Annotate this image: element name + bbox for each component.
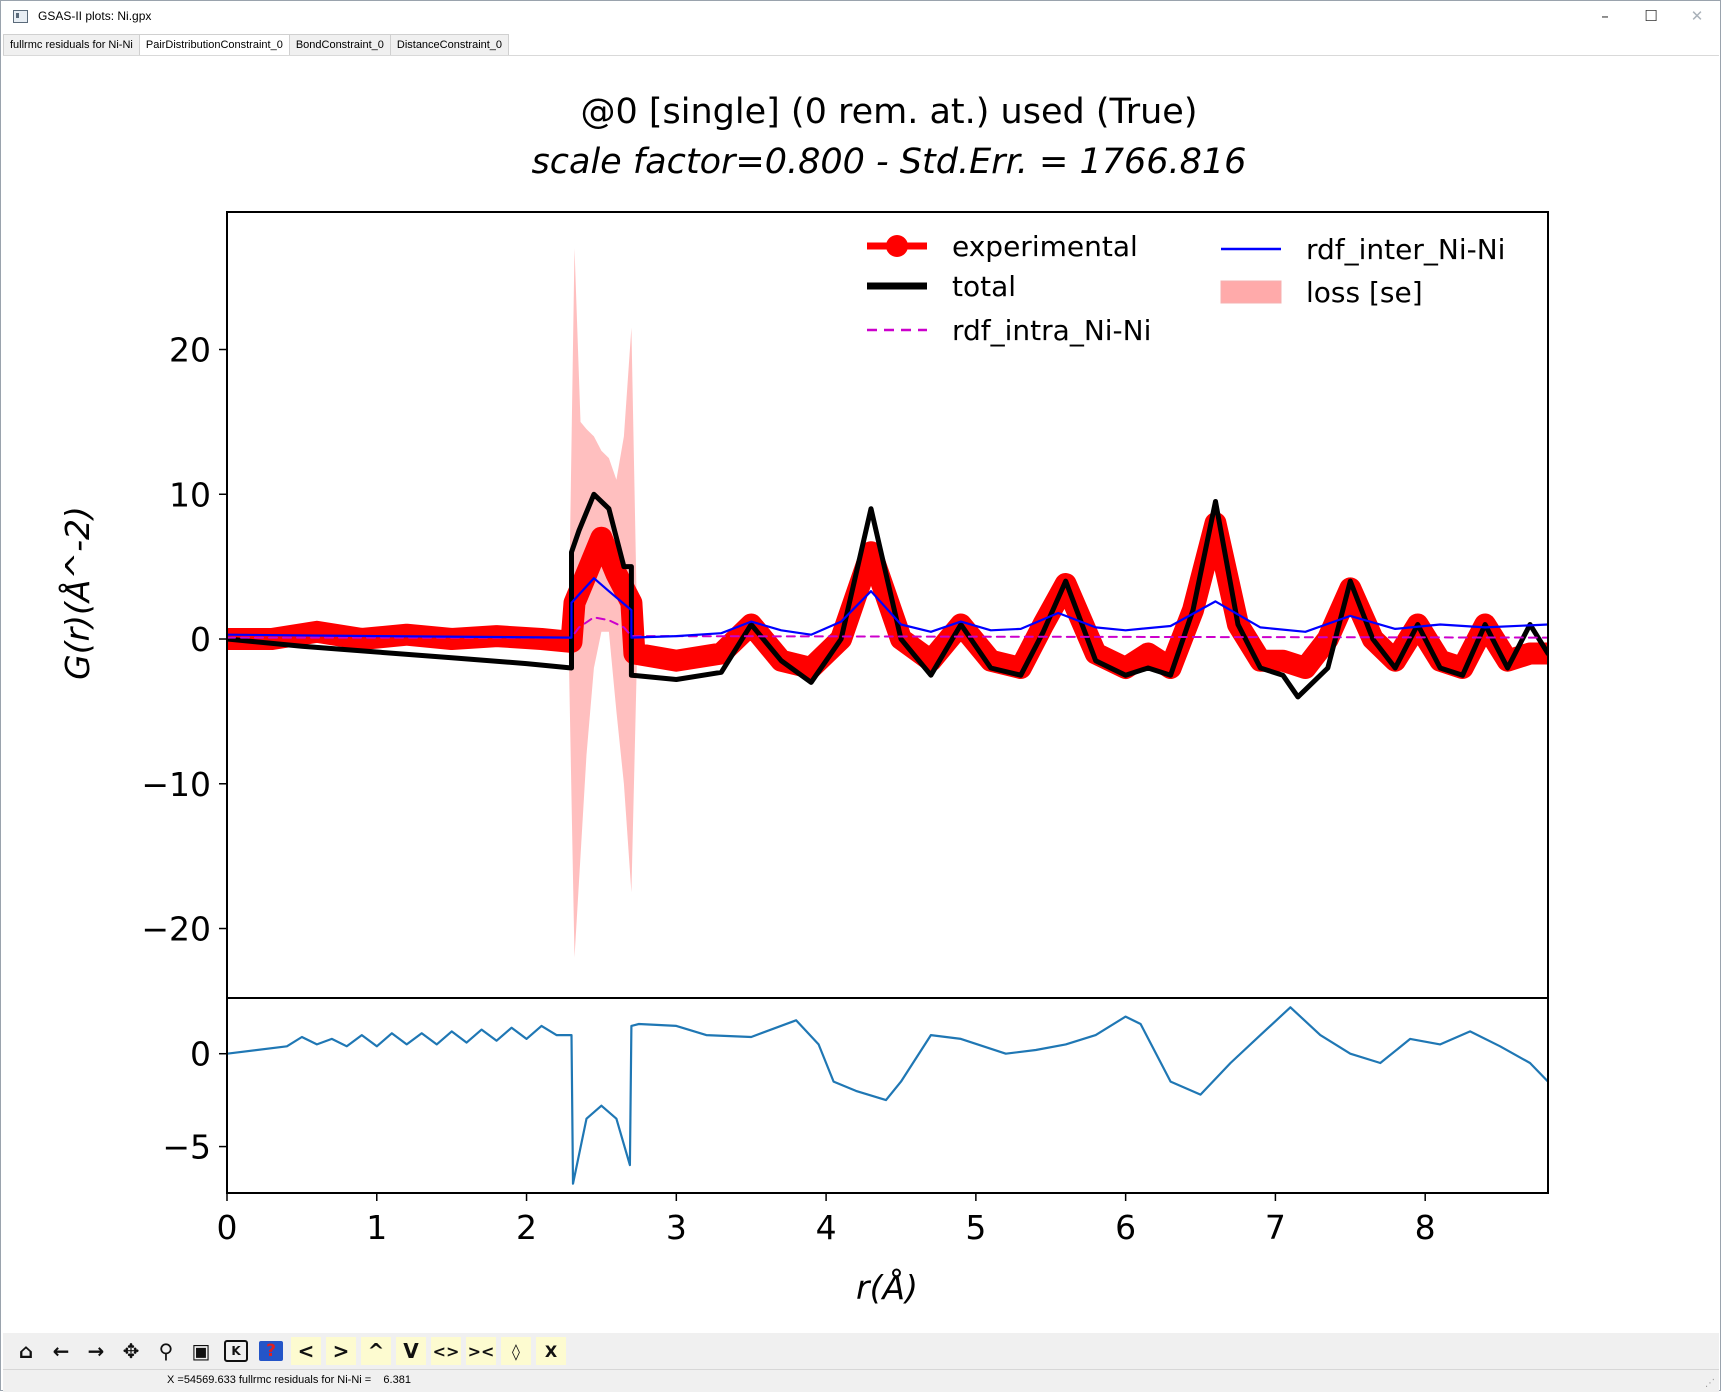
shift-up-icon[interactable]: ^ bbox=[361, 1337, 391, 1365]
minimize-button[interactable]: – bbox=[1582, 1, 1628, 31]
legend-entry: rdf_inter_Ni-Ni bbox=[1221, 233, 1505, 266]
x-axis-label: r(Å) bbox=[856, 1267, 918, 1307]
plot-canvas[interactable]: @0 [single] (0 rem. at.) used (True) sca… bbox=[3, 56, 1719, 1333]
x-tick-label: 5 bbox=[965, 1208, 986, 1247]
shift-right-icon[interactable]: > bbox=[326, 1337, 356, 1365]
chart-svg[interactable]: @0 [single] (0 rem. at.) used (True) sca… bbox=[3, 56, 1719, 1333]
forward-arrow-icon[interactable]: → bbox=[81, 1337, 111, 1365]
legend-entry: total bbox=[867, 270, 1016, 303]
x-tick-label: 3 bbox=[666, 1208, 687, 1247]
shrink-x-icon[interactable]: >< bbox=[466, 1337, 496, 1365]
expand-x-icon[interactable]: <> bbox=[431, 1337, 461, 1365]
plot-toolbar: ⌂ ← → ✥ ⚲ ▣ K ? < > ^ V <> >< ◊ X bbox=[3, 1333, 1719, 1369]
x-tick-label: 2 bbox=[516, 1208, 537, 1247]
x-tick-label: 4 bbox=[816, 1208, 837, 1247]
cursor-readout: X =54569.633 fullrmc residuals for Ni-Ni… bbox=[167, 1374, 411, 1386]
legend-swatch-area bbox=[1221, 281, 1281, 303]
legend-swatch-marker bbox=[886, 235, 908, 257]
keyboard-icon[interactable]: K bbox=[221, 1337, 251, 1365]
help-icon[interactable]: ? bbox=[256, 1337, 286, 1365]
main-y-axis-label: G(r)(Å^-2) bbox=[57, 506, 97, 680]
residual-y-tick-label: −5 bbox=[162, 1128, 211, 1167]
zoom-icon[interactable]: ⚲ bbox=[151, 1337, 181, 1365]
legend-label: experimental bbox=[952, 230, 1138, 263]
legend-label: rdf_intra_Ni-Ni bbox=[952, 314, 1151, 347]
tab-pair-distribution-constraint[interactable]: PairDistributionConstraint_0 bbox=[139, 34, 290, 56]
legend-label: rdf_inter_Ni-Ni bbox=[1306, 233, 1505, 266]
tab-fullrmc-residuals[interactable]: fullrmc residuals for Ni-Ni bbox=[3, 34, 140, 56]
expand-y-icon[interactable]: ◊ bbox=[501, 1337, 531, 1365]
chart-title-line-1: @0 [single] (0 rem. at.) used (True) bbox=[580, 92, 1197, 132]
legend-entry: rdf_intra_Ni-Ni bbox=[867, 314, 1151, 347]
tab-distance-constraint[interactable]: DistanceConstraint_0 bbox=[390, 34, 509, 56]
back-arrow-icon[interactable]: ← bbox=[46, 1337, 76, 1365]
legend-entry: loss [se] bbox=[1221, 276, 1423, 309]
shrink-y-icon[interactable]: X bbox=[536, 1337, 566, 1365]
home-icon[interactable]: ⌂ bbox=[11, 1337, 41, 1365]
tab-bond-constraint[interactable]: BondConstraint_0 bbox=[289, 34, 391, 56]
plot-tabs: fullrmc residuals for Ni-Ni PairDistribu… bbox=[3, 34, 508, 55]
chart-title-line-2: scale factor=0.800 - Std.Err. = 1766.816 bbox=[532, 142, 1247, 182]
close-button[interactable]: ✕ bbox=[1674, 1, 1720, 31]
chart-legend: experimental total rdf_intra_Ni-Ni rdf_inte… bbox=[867, 230, 1505, 347]
maximize-button[interactable]: ☐ bbox=[1628, 1, 1674, 31]
main-y-tick-label: −20 bbox=[141, 910, 211, 949]
resize-grip-icon[interactable]: ⋰ bbox=[1705, 1378, 1715, 1389]
title-bar: GSAS-II plots: Ni.gpx – ☐ ✕ bbox=[1, 1, 1720, 31]
x-tick-label: 1 bbox=[366, 1208, 387, 1247]
main-y-tick-label: 10 bbox=[169, 475, 211, 514]
save-icon[interactable]: ▣ bbox=[186, 1337, 216, 1365]
residual-plot: −5 0 0 1 2 3 4 5 6 7 8 bbox=[162, 998, 1548, 1247]
x-tick-label: 8 bbox=[1415, 1208, 1436, 1247]
shift-down-icon[interactable]: V bbox=[396, 1337, 426, 1365]
legend-label: loss [se] bbox=[1306, 276, 1423, 309]
window-title: GSAS-II plots: Ni.gpx bbox=[38, 9, 151, 23]
x-tick-label: 7 bbox=[1265, 1208, 1286, 1247]
legend-label: total bbox=[952, 270, 1016, 303]
residual-plot-series bbox=[227, 1007, 1548, 1183]
app-icon bbox=[13, 10, 28, 23]
series-experimental bbox=[227, 523, 1548, 668]
residual-y-tick-label: 0 bbox=[190, 1035, 211, 1074]
shift-left-icon[interactable]: < bbox=[291, 1337, 321, 1365]
main-y-tick-label: 20 bbox=[169, 331, 211, 370]
series-residual bbox=[227, 1007, 1548, 1183]
main-y-tick-label: −10 bbox=[141, 765, 211, 804]
legend-entry: experimental bbox=[867, 230, 1138, 263]
main-y-tick-label: 0 bbox=[190, 620, 211, 659]
residual-plot-frame bbox=[227, 998, 1548, 1193]
status-bar: X =54569.633 fullrmc residuals for Ni-Ni… bbox=[3, 1369, 1719, 1392]
x-tick-label: 0 bbox=[217, 1208, 238, 1247]
main-plot-series bbox=[227, 248, 1548, 957]
window-controls: – ☐ ✕ bbox=[1582, 1, 1720, 31]
pan-icon[interactable]: ✥ bbox=[116, 1337, 146, 1365]
main-plot: −20 −10 0 10 20 bbox=[141, 212, 1548, 998]
x-tick-label: 6 bbox=[1115, 1208, 1136, 1247]
